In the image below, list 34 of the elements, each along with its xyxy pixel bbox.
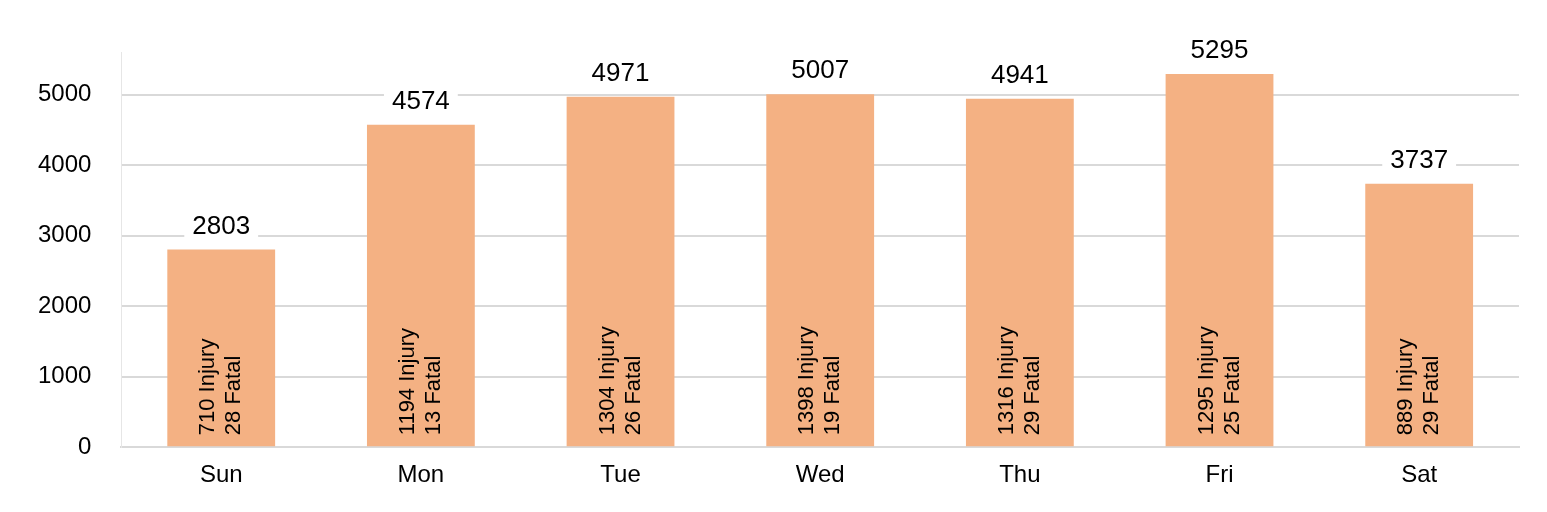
y-tick-label: 2000 [38, 290, 92, 318]
bar [566, 96, 675, 447]
x-tick-label: Sun [199, 460, 243, 488]
x-tick-label: Mon [397, 460, 445, 488]
annotation: 1316 Injury 29 Fatal [992, 326, 1044, 436]
data-label: 4574 [391, 84, 450, 115]
x-tick-label: Sat [1401, 460, 1438, 488]
data-label: 3737 [1390, 143, 1449, 174]
data-label: 5295 [1190, 34, 1249, 65]
annotation: 1304 Injury 26 Fatal [593, 326, 645, 436]
annotation: 1295 Injury 25 Fatal [1192, 326, 1244, 436]
bar [766, 94, 875, 447]
data-label: 4941 [990, 59, 1049, 90]
annotation: 710 Injury 28 Fatal [194, 338, 246, 436]
bar [167, 249, 276, 447]
y-tick-label: 1000 [38, 361, 92, 389]
x-tick-label: Tue [600, 460, 641, 488]
annotation: 1398 Injury 19 Fatal [793, 326, 845, 436]
y-tick-label: 5000 [38, 79, 92, 107]
bar [965, 98, 1074, 447]
data-label: 2803 [192, 209, 251, 240]
bar [1165, 73, 1274, 447]
bar [366, 124, 475, 447]
x-tick-label: Thu [999, 460, 1041, 488]
data-label: 4971 [591, 56, 650, 87]
bar [1365, 183, 1474, 447]
annotation: 889 Injury 29 Fatal [1392, 338, 1444, 436]
x-tick-label: Fri [1205, 460, 1234, 488]
x-tick-label: Wed [795, 460, 845, 488]
y-tick-label: 4000 [38, 149, 92, 177]
annotation: 1194 Injury 13 Fatal [393, 327, 445, 436]
y-tick-label: 3000 [38, 220, 92, 248]
y-tick-label: 0 [78, 431, 92, 459]
data-label: 5007 [791, 54, 850, 85]
